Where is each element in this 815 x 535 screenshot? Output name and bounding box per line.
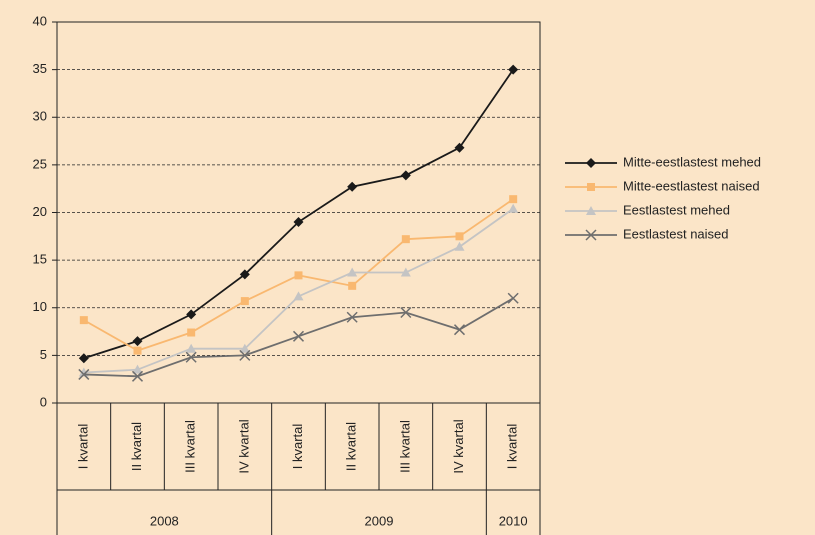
x-tick-label: I kvartal: [505, 424, 520, 470]
legend-label: Eestlastest naised: [623, 226, 729, 241]
marker: [400, 267, 411, 277]
x-tick-label: I kvartal: [75, 424, 90, 470]
marker: [186, 343, 197, 353]
y-tick-label: 20: [33, 204, 47, 219]
marker: [509, 195, 518, 204]
y-tick-label: 40: [33, 13, 47, 28]
plot-border: [56, 21, 541, 404]
legend-label: Mitte-eestlastest naised: [623, 178, 760, 193]
marker: [400, 170, 411, 181]
marker: [294, 271, 303, 280]
group-label: 2010: [499, 513, 528, 528]
marker: [293, 217, 304, 228]
legend-label: Eestlastest mehed: [623, 202, 730, 217]
marker: [185, 351, 197, 363]
x-tick-label: II kvartal: [129, 422, 144, 471]
y-tick-label: 35: [33, 61, 47, 76]
series: [79, 195, 518, 355]
x-tick-label: IV kvartal: [451, 419, 466, 473]
legend-label: Mitte-eestlastest mehed: [623, 154, 761, 169]
marker: [292, 330, 305, 342]
y-tick-label: 0: [40, 394, 47, 409]
marker: [586, 206, 596, 215]
marker: [132, 336, 143, 347]
marker: [585, 229, 597, 241]
x-tick-label: I kvartal: [290, 424, 305, 470]
x-tick-label: III kvartal: [183, 420, 198, 473]
marker: [78, 353, 89, 364]
marker: [347, 181, 358, 192]
marker: [455, 232, 464, 241]
marker: [293, 291, 304, 301]
series: [78, 203, 519, 377]
marker: [131, 370, 144, 382]
marker: [79, 316, 88, 325]
x-tick-label: IV kvartal: [236, 419, 251, 473]
marker: [132, 364, 143, 374]
x-tick-label: II kvartal: [344, 422, 359, 471]
marker: [186, 309, 197, 320]
y-tick-label: 30: [33, 109, 47, 124]
marker: [586, 158, 596, 168]
marker: [348, 281, 357, 290]
marker: [187, 328, 196, 337]
group-label: 2009: [365, 513, 394, 528]
marker: [454, 241, 465, 251]
series: [78, 64, 519, 364]
group-label: 2008: [150, 513, 179, 528]
marker: [454, 142, 465, 153]
marker: [78, 368, 90, 380]
marker: [347, 267, 358, 277]
y-tick-label: 10: [33, 299, 47, 314]
marker: [240, 297, 249, 306]
marker: [508, 203, 519, 213]
marker: [507, 292, 519, 304]
marker: [133, 346, 142, 355]
y-tick-label: 5: [40, 347, 47, 362]
marker: [587, 183, 595, 191]
marker: [239, 269, 250, 280]
y-tick-label: 25: [33, 156, 47, 171]
marker: [239, 343, 250, 353]
marker: [508, 64, 519, 75]
marker: [239, 349, 251, 361]
marker: [400, 306, 412, 319]
series: [78, 292, 519, 382]
x-tick-label: III kvartal: [397, 420, 412, 473]
marker: [453, 324, 466, 336]
y-tick-label: 15: [33, 252, 47, 267]
marker: [401, 235, 410, 244]
marker: [346, 311, 358, 323]
